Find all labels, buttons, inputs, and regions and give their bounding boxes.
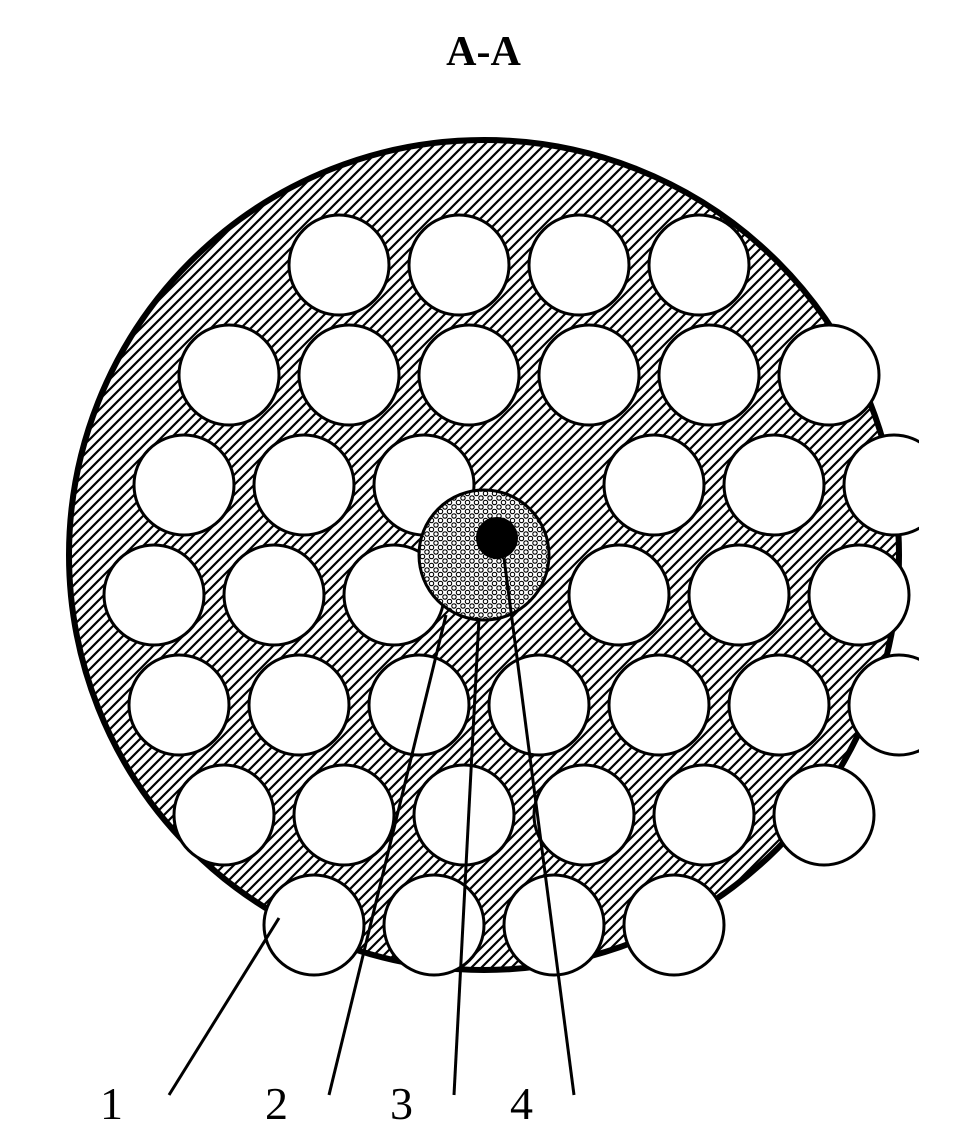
hole — [624, 875, 724, 975]
hole — [779, 325, 879, 425]
hole — [604, 435, 704, 535]
inner-region — [419, 490, 549, 620]
inner-circle — [419, 490, 549, 620]
hole — [419, 325, 519, 425]
hole — [174, 765, 274, 865]
hole — [659, 325, 759, 425]
hole — [724, 435, 824, 535]
hole — [409, 215, 509, 315]
hole — [299, 325, 399, 425]
hole — [129, 655, 229, 755]
hole — [504, 875, 604, 975]
core-region — [477, 518, 517, 558]
hole — [539, 325, 639, 425]
hole — [134, 435, 234, 535]
hole — [489, 655, 589, 755]
hole — [369, 655, 469, 755]
hole — [264, 875, 364, 975]
hole — [529, 215, 629, 315]
diagram-svg — [49, 120, 919, 1130]
hole — [729, 655, 829, 755]
hole — [384, 875, 484, 975]
hole — [649, 215, 749, 315]
hole — [224, 545, 324, 645]
callout-label-4: 4 — [510, 1077, 533, 1130]
leader-line-1 — [169, 918, 279, 1095]
callout-label-3: 3 — [390, 1077, 413, 1130]
hole — [294, 765, 394, 865]
hole — [414, 765, 514, 865]
hole — [249, 655, 349, 755]
hole — [809, 545, 909, 645]
hole — [254, 435, 354, 535]
section-title: A-A — [446, 28, 521, 76]
hole — [609, 655, 709, 755]
hole — [774, 765, 874, 865]
core-circle — [477, 518, 517, 558]
hole — [689, 545, 789, 645]
callout-labels: 1 2 3 4 — [0, 1070, 967, 1130]
hole — [289, 215, 389, 315]
hole — [654, 765, 754, 865]
hole — [534, 765, 634, 865]
hole — [179, 325, 279, 425]
hole — [104, 545, 204, 645]
callout-label-1: 1 — [100, 1077, 123, 1130]
hole — [569, 545, 669, 645]
callout-label-2: 2 — [265, 1077, 288, 1130]
cross-section-diagram — [49, 120, 919, 990]
